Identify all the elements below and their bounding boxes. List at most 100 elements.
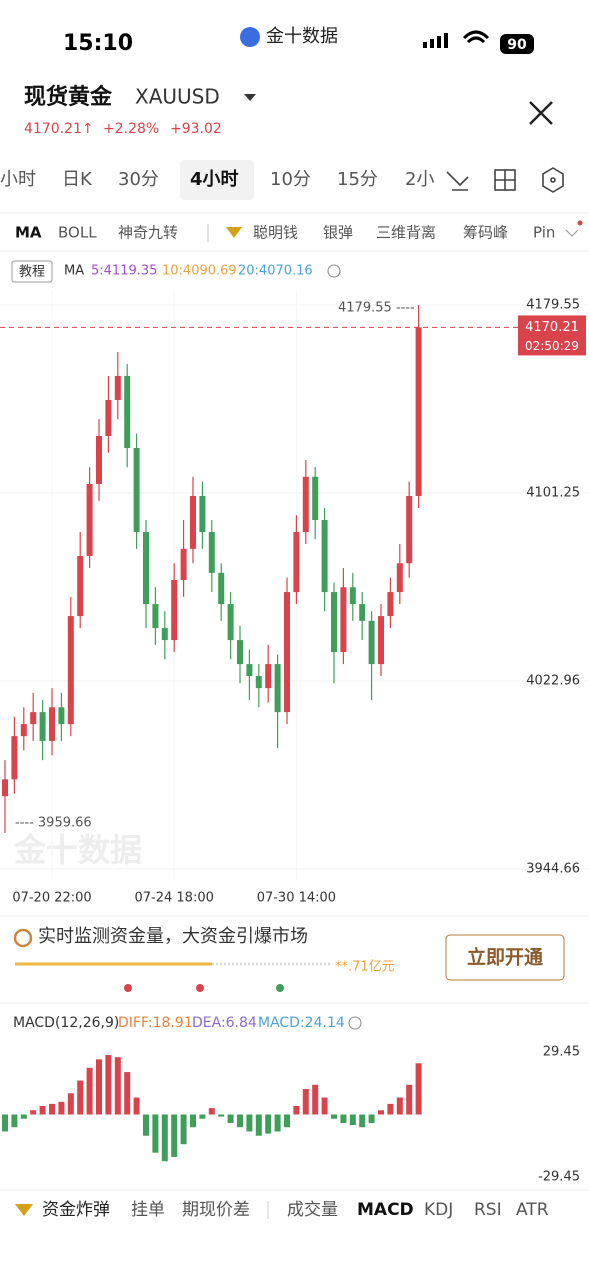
macd-bar xyxy=(67,1093,74,1115)
candle-body xyxy=(265,664,272,689)
macd-bar xyxy=(237,1114,243,1128)
candle-body xyxy=(312,476,319,521)
candle-body xyxy=(114,375,121,400)
tutorial[interactable]: 教程 xyxy=(19,264,45,280)
bottom-tab[interactable]: 挂单 xyxy=(131,1200,165,1220)
y-tick-label: 4179.55 xyxy=(526,298,580,313)
dot xyxy=(276,984,284,992)
macd-bar xyxy=(274,1114,281,1132)
period-tab[interactable]: 日K xyxy=(62,169,93,190)
indicator-tab[interactable]: BOLL xyxy=(58,224,97,242)
period-tab[interactable]: 4小时 xyxy=(190,169,239,190)
period-tab[interactable]: 15分 xyxy=(337,169,378,190)
candle-body xyxy=(246,664,253,677)
macd-bar xyxy=(2,1114,8,1132)
indicator-tab[interactable]: 银弹 xyxy=(323,224,353,242)
bottom-tab[interactable]: 成交量 xyxy=(287,1200,338,1220)
x-tick-label: 07-24 18:00 xyxy=(135,891,214,906)
candle-body xyxy=(133,447,140,533)
bottom-tab[interactable]: ATR xyxy=(516,1200,549,1220)
battery xyxy=(500,34,534,54)
macd-bar xyxy=(190,1114,196,1128)
macd-bar xyxy=(11,1114,18,1128)
min-label: ---- 3959.66 xyxy=(15,815,92,830)
candle-body xyxy=(302,476,309,533)
macd-bar xyxy=(340,1114,347,1123)
indicator-tab[interactable]: MA xyxy=(15,224,42,242)
y-tick-label: 29.45 xyxy=(543,1045,580,1060)
macd-bar xyxy=(143,1114,149,1136)
candle-body xyxy=(284,592,290,713)
promo-button-label[interactable]: 立即开通 xyxy=(467,946,544,969)
toolbar-icons[interactable] xyxy=(446,167,564,193)
badge xyxy=(577,220,583,226)
signal xyxy=(423,33,448,48)
candle-body xyxy=(387,592,394,617)
symbol[interactable]: XAUUSD xyxy=(135,85,220,109)
period-tab[interactable]: 30分 xyxy=(118,169,159,190)
indicator-tab[interactable]: 神奇九转 xyxy=(118,224,178,242)
macd-bar xyxy=(265,1114,272,1134)
watermark: 金十数据 xyxy=(13,831,142,869)
macd-bar xyxy=(387,1103,394,1115)
candle-body xyxy=(255,676,262,689)
candle-body xyxy=(406,496,413,564)
bottom-tab[interactable]: 资金炸弹 xyxy=(42,1200,110,1220)
instrument-name: 现货黄金 xyxy=(24,84,113,110)
macd-value: MACD:24.14 xyxy=(258,1015,345,1031)
bottom-tab[interactable]: 期现价差 xyxy=(182,1200,250,1220)
more-arrow[interactable] xyxy=(565,229,579,237)
macd-bar xyxy=(20,1114,27,1119)
ma-label: MA xyxy=(64,264,84,279)
indicator-tab[interactable]: 三维背离 xyxy=(376,224,436,242)
dot xyxy=(196,984,204,992)
dropdown-arrow[interactable] xyxy=(244,94,256,101)
macd-bar xyxy=(152,1114,159,1153)
macd-bar xyxy=(255,1114,262,1136)
diamond-icon xyxy=(226,227,242,238)
candle-body xyxy=(218,572,225,605)
macd-bar xyxy=(161,1114,168,1162)
macd-bar xyxy=(359,1114,366,1128)
y-tick-label: 4022.96 xyxy=(526,673,580,688)
bottom-tab[interactable]: KDJ xyxy=(424,1200,453,1220)
bottom-tab[interactable]: RSI xyxy=(474,1200,502,1220)
period-tab[interactable]: 10分 xyxy=(270,169,311,190)
macd-bar xyxy=(302,1089,309,1115)
candle-body xyxy=(208,532,215,573)
candle-body xyxy=(171,580,178,641)
indicator-tab[interactable]: 筹码峰 xyxy=(463,224,508,242)
macd-bar xyxy=(284,1114,290,1128)
period-tab[interactable]: 2小 xyxy=(405,169,434,190)
candle-body xyxy=(105,399,112,436)
close-button[interactable] xyxy=(529,101,553,125)
candle-body xyxy=(2,779,8,797)
indicator-tab[interactable]: Pin xyxy=(533,224,555,242)
settings-icon[interactable] xyxy=(348,1016,362,1030)
bomb-icon xyxy=(15,1204,33,1216)
macd-bar xyxy=(105,1055,112,1115)
last-price-tag xyxy=(518,315,586,356)
x-tick-label: 07-20 22:00 xyxy=(12,891,91,906)
promo-text: 实时监测资金量，大资金引爆市场 xyxy=(38,926,308,947)
macd-bar xyxy=(415,1063,422,1115)
indicator-tab[interactable]: 聪明钱 xyxy=(253,224,298,242)
ma10: 10:4090.69 xyxy=(162,264,237,279)
price: 4170.21↑ xyxy=(24,121,94,137)
dot xyxy=(124,984,132,992)
y-tick-label: 3944.66 xyxy=(526,862,580,877)
promo-button[interactable] xyxy=(445,934,565,981)
candle-body xyxy=(359,604,366,621)
dea: DEA:6.84 xyxy=(192,1015,257,1031)
macd-bar xyxy=(58,1101,65,1115)
macd-bar xyxy=(349,1114,356,1126)
candle-body xyxy=(96,435,102,485)
candle-body xyxy=(378,616,384,665)
tutorial-box[interactable] xyxy=(11,260,53,283)
macd-bar xyxy=(96,1059,102,1115)
macd-bar xyxy=(218,1114,225,1117)
candle-body xyxy=(77,556,84,617)
period-tab[interactable]: 小时 xyxy=(0,169,36,190)
settings-icon[interactable] xyxy=(327,264,341,278)
bottom-tab[interactable]: MACD xyxy=(357,1200,414,1220)
